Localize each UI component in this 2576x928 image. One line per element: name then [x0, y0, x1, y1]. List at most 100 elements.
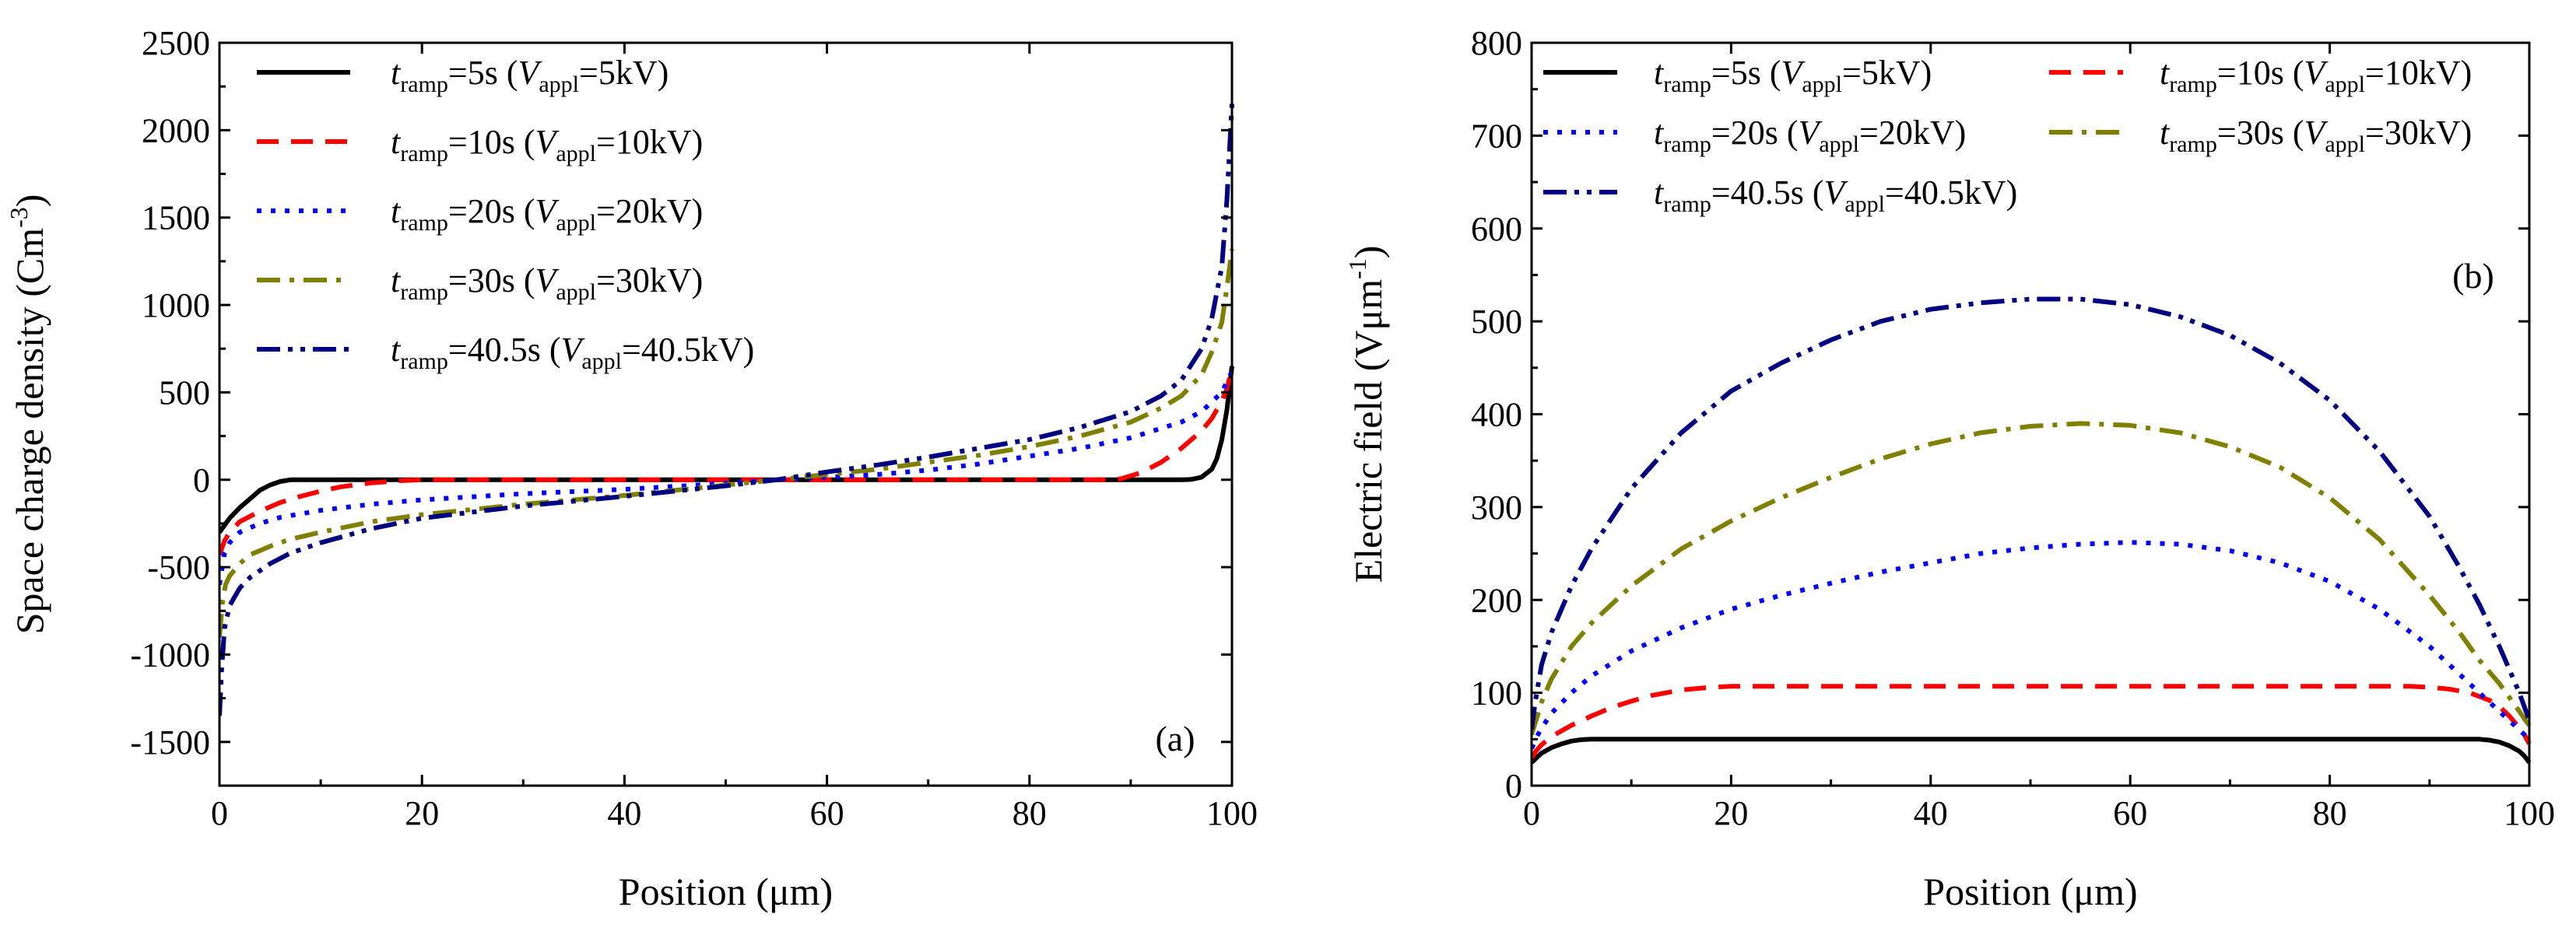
y-axis-title-sup: -3: [5, 207, 33, 228]
series-line-2: [1532, 684, 2532, 759]
y-tick-label: 500: [1471, 303, 1522, 341]
legend-t-sub: ramp: [400, 348, 448, 374]
y-tick-label: 400: [1471, 396, 1522, 434]
y-tick-label: 700: [1471, 117, 1522, 155]
legend: tramp=5s (Vappl=5kV)tramp=10s (Vappl=10k…: [257, 54, 754, 374]
y-axis-title-main: Space charge density (Cm: [8, 228, 51, 635]
legend-v-sub: appl: [2325, 72, 2365, 97]
y-tick-label: 0: [1505, 767, 1522, 805]
legend-t-sub: ramp: [400, 141, 448, 166]
legend-eq1: =40.5s (: [1711, 173, 1824, 212]
legend-label-5: tramp=40.5s (Vappl=40.5kV): [391, 331, 754, 374]
y-tick-label: -500: [147, 548, 210, 587]
x-tick-label: 40: [607, 794, 641, 832]
x-tick-label: 20: [1714, 794, 1748, 832]
x-tick-label: 80: [2313, 794, 2347, 832]
legend-v: V: [1798, 114, 1823, 152]
legend-v-sub: appl: [2325, 131, 2365, 157]
legend-t: t: [391, 123, 402, 161]
x-tick-label: 40: [1914, 794, 1948, 832]
legend-eq2: =30kV): [596, 261, 703, 299]
legend-t-sub: ramp: [1663, 72, 1711, 97]
legend-t-sub: ramp: [1663, 131, 1711, 157]
legend-t-sub: ramp: [2169, 72, 2217, 97]
legend-label-5: tramp=40.5s (Vappl=40.5kV): [1654, 173, 2017, 217]
legend-t: t: [1654, 114, 1665, 152]
legend-t: t: [391, 261, 402, 299]
legend-t: t: [2160, 114, 2171, 152]
y-axis-title-main: Electric field (Vμm: [1346, 279, 1390, 583]
x-tick-label: 0: [1523, 794, 1540, 832]
y-tick-label: 1500: [142, 199, 210, 237]
y-tick-label: 800: [1471, 24, 1522, 62]
legend-v: V: [560, 331, 585, 369]
y-axis-title: Space charge density (Cm-3): [5, 194, 51, 635]
panel-label: (b): [2452, 256, 2494, 296]
y-tick-label: 100: [1471, 674, 1522, 713]
legend-v-sub: appl: [556, 141, 596, 166]
legend-label-1: tramp=5s (Vappl=5kV): [1654, 54, 1932, 97]
legend-eq2: =30kV): [2365, 114, 2472, 152]
legend-eq2: =20kV): [596, 192, 703, 230]
x-tick-label: 80: [1013, 794, 1047, 832]
legend-label-2: tramp=10s (Vappl=10kV): [391, 123, 703, 166]
legend-eq1: =5s (: [448, 54, 518, 92]
legend-eq2: =10kV): [2365, 54, 2472, 92]
legend-v: V: [1823, 173, 1848, 212]
legend-t-sub: ramp: [2169, 131, 2217, 157]
legend-v-sub: appl: [1819, 131, 1859, 157]
y-tick-label: 500: [159, 373, 210, 411]
y-tick-label: -1500: [130, 723, 210, 762]
legend: tramp=5s (Vappl=5kV)tramp=10s (Vappl=10k…: [1543, 54, 2472, 217]
legend-v-sub: appl: [1844, 191, 1885, 217]
legend-t-sub: ramp: [400, 210, 448, 236]
legend-eq1: =40.5s (: [448, 331, 561, 369]
legend-t-sub: ramp: [400, 279, 448, 305]
legend-label-1: tramp=5s (Vappl=5kV): [391, 54, 669, 97]
x-tick-label: 100: [2504, 794, 2555, 832]
series-line-4: [219, 248, 1234, 638]
legend-t: t: [1654, 173, 1665, 212]
legend-eq1: =30s (: [448, 261, 535, 299]
legend-v: V: [535, 192, 560, 230]
legend-v-sub: appl: [539, 72, 579, 97]
legend-v-sub: appl: [1802, 72, 1842, 97]
x-tick-label: 60: [810, 794, 844, 832]
series-group: [219, 103, 1234, 716]
legend-t-sub: ramp: [400, 72, 448, 97]
plot-frame: [218, 41, 1234, 787]
legend-eq2: =20kV): [1859, 114, 1966, 152]
legend-label-3: tramp=20s (Vappl=20kV): [391, 192, 703, 236]
panel-b-chart: 0 20 40 60 80 100 0 100 200 300 400 500 600 700 800 Pos…: [1343, 24, 2555, 913]
legend-label-4: tramp=30s (Vappl=30kV): [391, 261, 703, 305]
legend-label-3: tramp=20s (Vappl=20kV): [1654, 114, 1966, 157]
panel-a-chart: 0 20 40 60 80 100 -1500 -1000 -500 0 500 1000 1500 20…: [5, 24, 1258, 913]
y-tick-label: 0: [193, 461, 210, 499]
legend-v: V: [518, 54, 542, 92]
legend-v-sub: appl: [581, 348, 622, 374]
legend-eq2: =40.5kV): [622, 331, 754, 369]
legend-eq2: =10kV): [596, 123, 703, 161]
y-tick-label: 1000: [142, 286, 210, 324]
x-axis-title: Position (μm): [1923, 870, 2137, 913]
y-axis-title: Electric field (Vμm-1): [1343, 246, 1390, 583]
y-tick-label: 2500: [142, 24, 210, 62]
legend-label-4: tramp=30s (Vappl=30kV): [2160, 114, 2472, 157]
legend-eq1: =20s (: [448, 192, 535, 230]
series-line-5: [1532, 296, 2532, 730]
series-group: [1532, 296, 2532, 765]
legend-label-2: tramp=10s (Vappl=10kV): [2160, 54, 2472, 97]
series-line-4: [1532, 421, 2532, 736]
legend-eq1: =10s (: [2217, 54, 2304, 92]
legend-eq2: =5kV): [579, 54, 669, 92]
x-axis-title: Position (μm): [619, 870, 833, 913]
legend-t: t: [391, 192, 402, 230]
legend-v: V: [535, 123, 560, 161]
y-axis-title-sup: -1: [1343, 258, 1371, 279]
x-tick-label: 0: [211, 794, 228, 832]
y-tick-label: 300: [1471, 489, 1522, 527]
series-line-3: [1532, 540, 2532, 750]
legend-v: V: [1781, 54, 1806, 92]
x-tick-label: 60: [2113, 794, 2147, 832]
